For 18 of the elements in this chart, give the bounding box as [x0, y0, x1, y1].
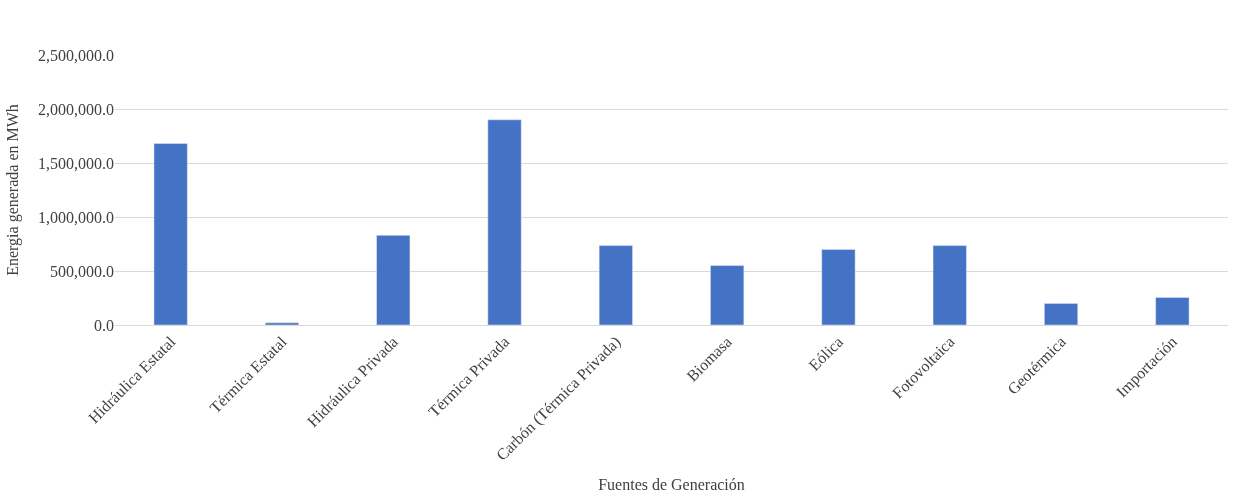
y-axis-title: Energia generada en MWh — [3, 104, 22, 276]
x-axis-title: Fuentes de Generación — [598, 476, 745, 494]
bar — [710, 265, 745, 325]
y-tick-label: 1,000,000.0 — [38, 208, 114, 226]
y-tick-label: 1,500,000.0 — [38, 154, 114, 172]
bar — [265, 322, 299, 325]
y-tick-label: 2,000,000.0 — [38, 100, 114, 118]
bar — [821, 249, 856, 325]
bar — [932, 245, 967, 325]
y-tick-label: 500,000.0 — [50, 262, 114, 280]
bar — [376, 235, 411, 325]
bar — [153, 143, 188, 325]
y-tick-label: 0.0 — [94, 316, 114, 334]
y-tick-label: 2,500,000.0 — [38, 46, 114, 64]
bar — [487, 119, 522, 325]
bar — [1044, 303, 1078, 325]
bar — [598, 245, 633, 325]
bar — [1155, 297, 1190, 325]
